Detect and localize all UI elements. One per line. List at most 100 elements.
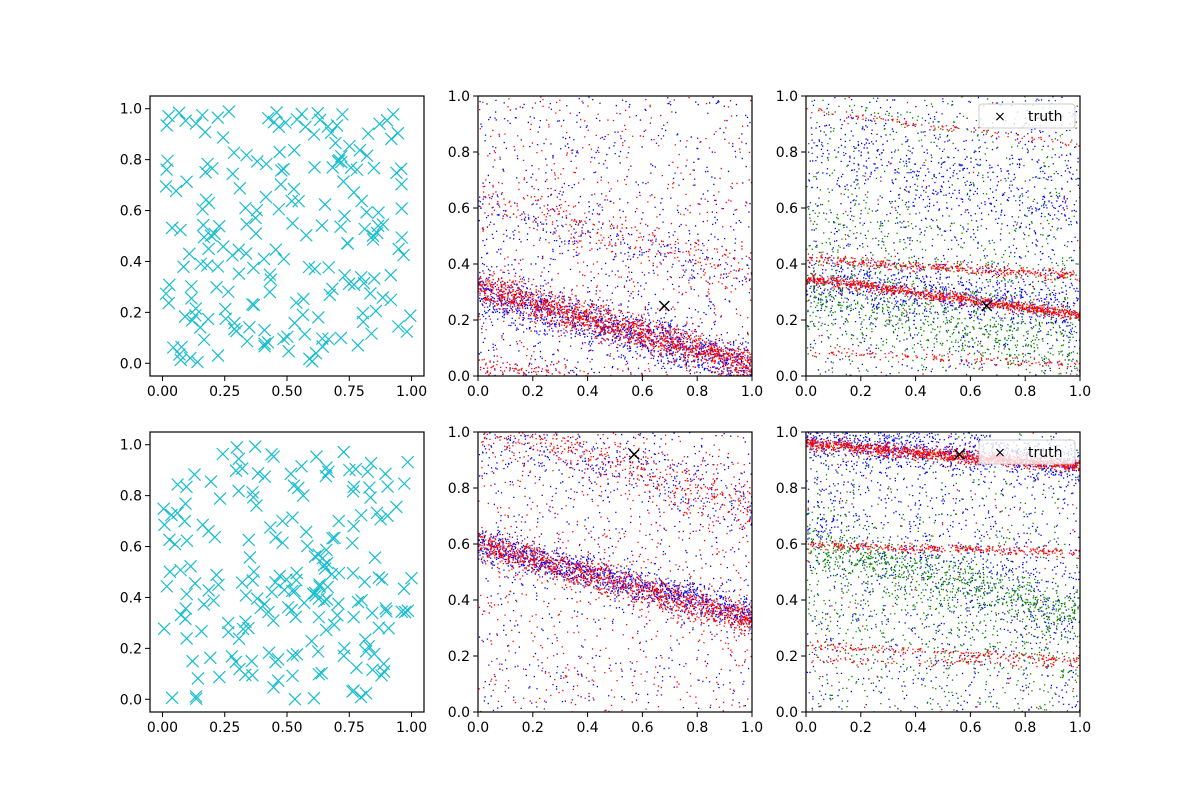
x-marker [315, 666, 329, 680]
x-marker [308, 160, 321, 174]
x-tick-label: 1.00 [396, 384, 427, 400]
x-marker [349, 462, 363, 476]
y-tick-label: 0.2 [776, 649, 798, 665]
x-tick-label: 0.8 [1014, 720, 1036, 736]
x-marker [335, 107, 349, 121]
x-marker [171, 506, 184, 520]
x-marker [174, 563, 187, 577]
x-marker [384, 132, 398, 146]
x-tick-label: 1.00 [396, 720, 427, 736]
x-marker [258, 339, 272, 353]
x-marker [198, 125, 212, 139]
x-marker [272, 202, 286, 216]
x-marker [162, 278, 176, 292]
x-marker [376, 218, 390, 232]
x-marker [240, 148, 253, 162]
y-tick-label: 0.8 [776, 145, 798, 161]
x-marker [271, 652, 285, 666]
y-tick-label: 1.0 [120, 438, 142, 454]
x-marker [194, 257, 208, 271]
x-tick-label: 0.2 [850, 720, 872, 736]
x-marker [308, 550, 322, 563]
x-marker [389, 500, 403, 514]
x-marker [395, 177, 408, 191]
x-marker [186, 654, 199, 668]
x-tick-label: 0.0 [795, 384, 817, 400]
x-marker [276, 514, 289, 528]
x-marker [342, 277, 356, 291]
x-marker [191, 355, 204, 369]
x-marker [188, 308, 202, 322]
x-marker [299, 120, 312, 134]
y-tick-label: 0.4 [776, 593, 798, 609]
x-marker [305, 354, 319, 368]
x-marker [259, 190, 273, 204]
x-marker [227, 146, 241, 160]
x-marker [280, 330, 294, 344]
x-marker [210, 280, 224, 294]
x-marker [225, 649, 239, 663]
x-marker [157, 502, 171, 516]
x-marker [313, 578, 327, 591]
x-marker [263, 285, 277, 299]
x-marker [305, 634, 319, 648]
x-marker [315, 332, 329, 346]
x-marker [358, 575, 372, 589]
x-marker [318, 198, 332, 211]
axis-ticks: 0.0 0.2 0.4 0.6 0.8 1.0 0.0 0.2 0.4 0.6 0.8 1.0 [448, 89, 763, 400]
panel-bottom-right: 0.0 0.2 0.4 0.6 0.8 1.0 0.0 0.2 0.4 0.6 0.8 1.0 × t… [776, 425, 1091, 736]
x-marker [264, 273, 278, 287]
x-tick-label: 0.8 [686, 384, 708, 400]
x-marker [258, 323, 271, 337]
x-marker [161, 154, 174, 168]
x-marker [288, 692, 302, 706]
x-marker [212, 578, 225, 592]
x-marker [286, 669, 299, 683]
x-marker [372, 571, 386, 584]
x-marker [222, 105, 236, 119]
y-tick-label: 0.6 [120, 540, 142, 556]
axes-frame [149, 431, 425, 713]
axes-frame [149, 95, 425, 377]
x-marker [397, 248, 411, 262]
x-marker [277, 583, 291, 597]
x-marker [295, 107, 309, 121]
x-marker [346, 484, 360, 498]
legend-label: truth [1028, 445, 1062, 461]
x-marker [211, 349, 225, 362]
x-marker [274, 164, 288, 177]
x-marker [332, 566, 346, 580]
x-marker [208, 227, 221, 241]
y-tick-label: 0.6 [776, 537, 798, 553]
x-marker [232, 452, 246, 466]
x-marker [270, 106, 284, 119]
x-marker [277, 252, 291, 266]
x-marker [232, 632, 246, 646]
x-marker [307, 691, 321, 705]
y-tick-label: 0.6 [448, 201, 470, 217]
x-marker [405, 571, 418, 585]
legend: × truth [978, 439, 1076, 465]
x-marker [356, 306, 370, 320]
series-blue [478, 432, 752, 712]
x-marker [259, 157, 273, 171]
y-tick-label: 0.8 [120, 153, 142, 169]
x-marker [374, 512, 388, 526]
x-marker [367, 272, 381, 286]
x-marker [279, 116, 292, 130]
x-tick-label: 0.6 [959, 720, 981, 736]
x-marker [228, 316, 241, 330]
x-marker [216, 131, 230, 145]
x-marker [174, 608, 188, 622]
x-tick-label: 0.75 [334, 720, 365, 736]
x-marker [390, 166, 403, 180]
x-marker [211, 111, 225, 124]
x-marker [337, 175, 350, 189]
x-marker [197, 597, 211, 611]
x-marker [188, 577, 202, 590]
x-marker [391, 320, 405, 333]
x-marker [204, 475, 218, 488]
x-marker [160, 579, 174, 593]
x-marker [330, 608, 344, 622]
